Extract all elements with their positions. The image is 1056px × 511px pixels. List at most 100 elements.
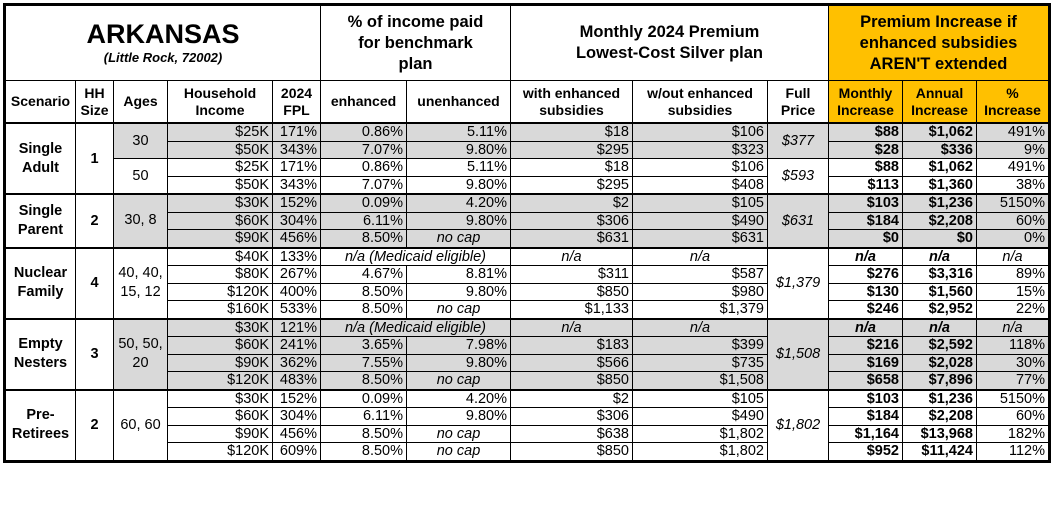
fpl-cell: 343% — [272, 140, 321, 159]
with-enhanced-cell: $1,133 — [510, 300, 633, 319]
fpl-cell: 483% — [272, 371, 321, 390]
annual-increase-cell: $1,236 — [902, 193, 977, 213]
fpl-cell: 609% — [272, 442, 321, 461]
annual-increase-cell: $1,062 — [902, 158, 977, 177]
monthly-increase-cell: n/a — [828, 317, 903, 337]
income-cell: $90K — [167, 353, 273, 372]
income-cell: $60K — [167, 336, 273, 355]
table-row: $90K 362% 7.55% 9.80% $566 $735 $169 $2,028 30% — [6, 353, 1049, 372]
location-subtitle: (Little Rock, 72002) — [103, 50, 223, 65]
income-cell: $25K — [167, 158, 273, 177]
column-header-row: Scenario HH Size Ages Household Income 2… — [5, 80, 1049, 124]
monthly-increase-cell: $88 — [828, 122, 903, 142]
pct-increase-cell: 118% — [976, 336, 1049, 355]
premium-table: ARKANSAS (Little Rock, 72002) % of incom… — [3, 3, 1051, 463]
fpl-cell: 171% — [272, 122, 321, 142]
fpl-cell: 171% — [272, 158, 321, 177]
pct-increase-cell: 60% — [976, 407, 1049, 426]
without-enhanced-cell: $1,508 — [632, 371, 768, 390]
monthly-increase-cell: $0 — [828, 229, 903, 248]
with-enhanced-cell: $183 — [510, 336, 633, 355]
col-without-enhanced: w/out enhanced subsidies — [632, 80, 768, 124]
enhanced-pct-cell: 0.86% — [320, 122, 407, 142]
full-price-cell: $377 — [767, 122, 829, 159]
col-unenhanced: unenhanced — [406, 80, 511, 124]
unenhanced-pct-cell: 7.98% — [406, 336, 511, 355]
table-row: $160K 533% 8.50% no cap $1,133 $1,379 $246 $2,9… — [6, 300, 1049, 319]
title-row: ARKANSAS (Little Rock, 72002) % of incom… — [5, 5, 1049, 81]
pct-increase-cell: 182% — [976, 424, 1049, 443]
fpl-cell: 152% — [272, 388, 321, 408]
unenhanced-pct-cell: 9.80% — [406, 407, 511, 426]
unenhanced-pct-cell: 9.80% — [406, 353, 511, 372]
enhanced-pct-cell: 8.50% — [320, 442, 407, 461]
annual-increase-cell: $3,316 — [902, 265, 977, 284]
monthly-increase-cell: $952 — [828, 442, 903, 461]
scenario-cell: Pre-Retirees — [5, 388, 76, 461]
unenhanced-pct-cell: 9.80% — [406, 175, 511, 195]
annual-increase-cell: $0 — [902, 229, 977, 248]
state-title: ARKANSAS — [86, 19, 240, 49]
full-price-cell: $1,802 — [767, 388, 829, 461]
with-enhanced-cell: $566 — [510, 353, 633, 372]
without-enhanced-cell: $1,379 — [632, 300, 768, 319]
unenhanced-pct-cell: 4.20% — [406, 193, 511, 213]
income-cell: $60K — [167, 407, 273, 426]
table-row: $120K 609% 8.50% no cap $850 $1,802 $952 $11,42… — [6, 442, 1049, 461]
income-cell: $90K — [167, 229, 273, 248]
pct-increase-cell: 491% — [976, 158, 1049, 177]
hh-size-cell: 4 — [75, 246, 114, 319]
col-fpl: 2024 FPL — [272, 80, 321, 124]
annual-increase-cell: $1,560 — [902, 282, 977, 301]
scenario-cell: Single Parent — [5, 193, 76, 248]
monthly-increase-cell: $103 — [828, 388, 903, 408]
unenhanced-pct-cell: 5.11% — [406, 122, 511, 142]
monthly-increase-cell: $103 — [828, 193, 903, 213]
col-income: Household Income — [167, 80, 273, 124]
col-ages: Ages — [113, 80, 168, 124]
hh-size-cell: 3 — [75, 317, 114, 390]
unenhanced-pct-cell: 5.11% — [406, 158, 511, 177]
enhanced-pct-cell: 4.67% — [320, 265, 407, 284]
pct-increase-cell: 89% — [976, 265, 1049, 284]
enhanced-pct-cell: 7.55% — [320, 353, 407, 372]
enhanced-pct-cell: 0.09% — [320, 388, 407, 408]
without-enhanced-cell: $631 — [632, 229, 768, 248]
income-cell: $50K — [167, 140, 273, 159]
without-enhanced-cell: $1,802 — [632, 442, 768, 461]
full-price-cell: $1,379 — [767, 246, 829, 319]
medicaid-note-cell: n/a (Medicaid eligible) — [320, 317, 511, 337]
unenhanced-pct-cell: no cap — [406, 371, 511, 390]
annual-increase-cell: $2,208 — [902, 211, 977, 230]
fpl-cell: 400% — [272, 282, 321, 301]
without-enhanced-cell: $980 — [632, 282, 768, 301]
monthly-increase-cell: $276 — [828, 265, 903, 284]
pct-income-header-text: % of income paid for benchmark plan — [347, 12, 484, 73]
col-scenario: Scenario — [5, 80, 76, 124]
enhanced-pct-cell: 8.50% — [320, 424, 407, 443]
without-enhanced-cell: n/a — [632, 246, 768, 266]
full-price-cell: $631 — [767, 193, 829, 248]
pct-increase-cell: 15% — [976, 282, 1049, 301]
col-full-price: Full Price — [767, 80, 829, 124]
ages-cell: 30 — [113, 122, 168, 159]
table-row: $60K 304% 6.11% 9.80% $306 $490 $184 $2,208 60% — [6, 211, 1049, 230]
fpl-cell: 362% — [272, 353, 321, 372]
annual-increase-cell: $2,208 — [902, 407, 977, 426]
full-price-cell: $1,508 — [767, 317, 829, 390]
hh-size-cell: 2 — [75, 193, 114, 248]
income-cell: $160K — [167, 300, 273, 319]
income-cell: $40K — [167, 246, 273, 266]
annual-increase-cell: $2,952 — [902, 300, 977, 319]
annual-increase-cell: $1,360 — [902, 175, 977, 195]
without-enhanced-cell: $587 — [632, 265, 768, 284]
with-enhanced-cell: $18 — [510, 122, 633, 142]
enhanced-pct-cell: 8.50% — [320, 300, 407, 319]
full-price-cell: $593 — [767, 158, 829, 195]
table-row: Empty Nesters 3 50, 50, 20 $30K 121% n/a (Med… — [5, 317, 1049, 390]
enhanced-pct-cell: 6.11% — [320, 211, 407, 230]
monthly-increase-cell: $169 — [828, 353, 903, 372]
monthly-increase-cell: $113 — [828, 175, 903, 195]
with-enhanced-cell: n/a — [510, 317, 633, 337]
medicaid-note-cell: n/a (Medicaid eligible) — [320, 246, 511, 266]
